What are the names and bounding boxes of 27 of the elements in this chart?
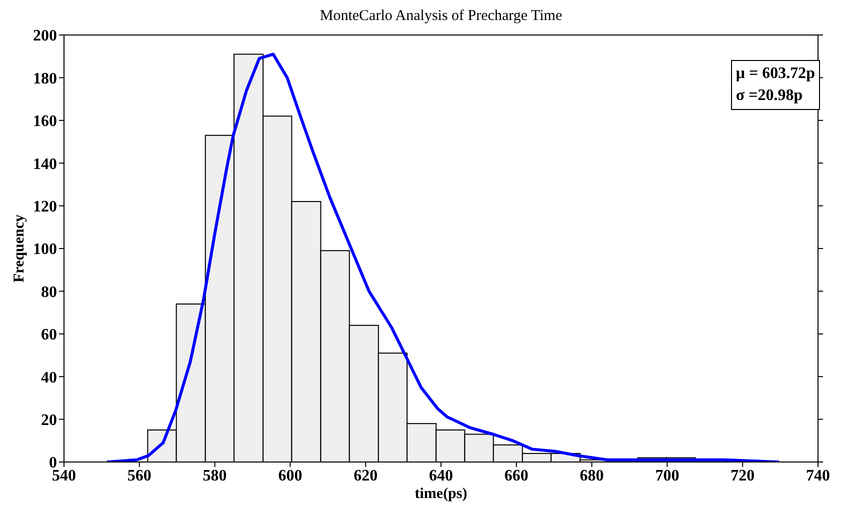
annotation: μ = 603.72p — [736, 64, 815, 84]
x-axis-title: time(ps) — [414, 486, 468, 502]
x-tick-label: 740 — [806, 467, 830, 484]
y-tick-label: 60 — [41, 326, 57, 344]
y-tick-label: 80 — [41, 284, 57, 301]
annotation: σ =20.98p — [736, 86, 804, 106]
y-tick-label: 20 — [41, 412, 57, 429]
y-axis-title: Frequency — [11, 214, 28, 283]
y-tick-label: 120 — [33, 198, 57, 216]
x-tick-label: 540 — [52, 467, 76, 484]
chart-title: MonteCarlo Analysis of Precharge Time — [318, 8, 564, 25]
y-tick-label: 200 — [33, 28, 57, 45]
x-tick-label: 560 — [127, 467, 152, 484]
y-tick-label: 160 — [33, 113, 57, 130]
x-tick-label: 600 — [278, 467, 302, 484]
y-tick-label: 100 — [33, 241, 57, 258]
x-tick-label: 680 — [580, 467, 604, 484]
x-tick-label: 700 — [655, 467, 680, 484]
y-tick-label: 180 — [33, 70, 57, 88]
x-tick-label: 720 — [730, 467, 755, 484]
x-tick-label: 580 — [202, 467, 227, 484]
x-tick-label: 640 — [429, 467, 453, 484]
y-tick-label: 40 — [41, 369, 57, 386]
y-tick-label: 140 — [33, 156, 57, 173]
x-tick-label: 660 — [504, 467, 528, 484]
x-tick-label: 620 — [354, 467, 378, 484]
text-box: μ = 603.72p σ =20.98p — [730, 60, 820, 110]
